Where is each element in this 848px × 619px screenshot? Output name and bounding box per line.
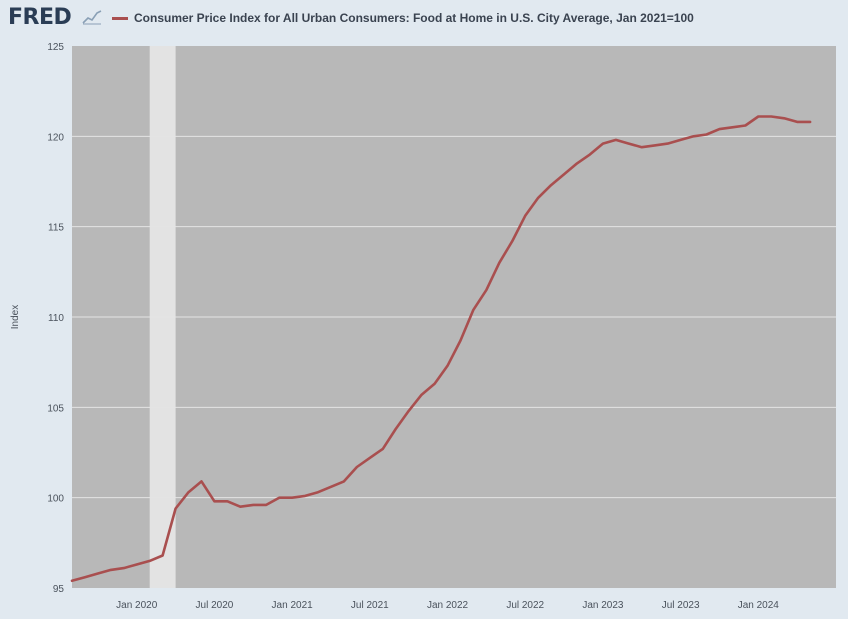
data-point[interactable] xyxy=(367,455,373,461)
data-point[interactable] xyxy=(807,119,813,125)
y-tick-label: 100 xyxy=(47,494,64,505)
data-point[interactable] xyxy=(574,160,580,166)
data-point[interactable] xyxy=(250,502,256,508)
data-point[interactable] xyxy=(328,484,334,490)
data-point[interactable] xyxy=(665,141,671,147)
data-point[interactable] xyxy=(483,287,489,293)
fred-logo[interactable]: FRED xyxy=(8,5,72,30)
x-tick-label: Jan 2024 xyxy=(738,600,780,611)
legend-swatch xyxy=(112,16,128,20)
data-point[interactable] xyxy=(276,495,282,501)
data-point[interactable] xyxy=(794,119,800,125)
series-line[interactable] xyxy=(70,115,812,583)
chart-legend[interactable]: Consumer Price Index for All Urban Consu… xyxy=(112,11,694,25)
data-point[interactable] xyxy=(457,337,463,343)
x-tick-label: Jan 2020 xyxy=(116,600,158,611)
data-point[interactable] xyxy=(302,493,308,499)
data-point[interactable] xyxy=(211,498,217,504)
data-point[interactable] xyxy=(198,478,204,484)
data-point[interactable] xyxy=(82,574,88,580)
data-point[interactable] xyxy=(69,578,75,584)
data-point[interactable] xyxy=(548,182,554,188)
y-tick-label: 115 xyxy=(48,223,64,234)
data-point[interactable] xyxy=(380,446,386,452)
data-point[interactable] xyxy=(691,133,697,139)
data-point[interactable] xyxy=(289,495,295,501)
data-point[interactable] xyxy=(470,307,476,313)
data-point[interactable] xyxy=(742,122,748,128)
data-point[interactable] xyxy=(419,392,425,398)
chart-header: FRED Consumer Price Index for All Urban … xyxy=(0,0,848,36)
data-point[interactable] xyxy=(160,552,166,558)
data-point[interactable] xyxy=(587,151,593,157)
x-tick-label: Jan 2023 xyxy=(582,600,624,611)
data-point[interactable] xyxy=(729,124,735,130)
data-point[interactable] xyxy=(639,144,645,150)
x-tick-label: Jan 2022 xyxy=(427,600,469,611)
y-tick-label: 105 xyxy=(47,403,64,414)
data-point[interactable] xyxy=(134,562,140,568)
legend-label: Consumer Price Index for All Urban Consu… xyxy=(134,11,694,25)
data-point[interactable] xyxy=(600,141,606,147)
data-point[interactable] xyxy=(768,113,774,119)
data-point[interactable] xyxy=(173,506,179,512)
x-tick-label: Jul 2021 xyxy=(351,600,389,611)
data-point[interactable] xyxy=(561,171,567,177)
data-point[interactable] xyxy=(522,213,528,219)
data-point[interactable] xyxy=(704,132,710,138)
data-point[interactable] xyxy=(509,238,515,244)
y-axis-label: Index xyxy=(10,305,21,329)
data-point[interactable] xyxy=(755,113,761,119)
data-point[interactable] xyxy=(95,571,101,577)
data-point[interactable] xyxy=(108,567,114,573)
data-point[interactable] xyxy=(224,498,230,504)
y-tick-label: 95 xyxy=(53,584,65,595)
data-point[interactable] xyxy=(393,426,399,432)
data-point[interactable] xyxy=(535,195,541,201)
chart-line-icon xyxy=(82,10,102,25)
data-point[interactable] xyxy=(186,489,192,495)
x-tick-label: Jul 2022 xyxy=(506,600,544,611)
data-point[interactable] xyxy=(445,363,451,369)
data-point[interactable] xyxy=(121,565,127,571)
data-point[interactable] xyxy=(496,260,502,266)
data-point[interactable] xyxy=(406,408,412,414)
data-point[interactable] xyxy=(678,137,684,143)
data-point[interactable] xyxy=(147,558,153,564)
data-point[interactable] xyxy=(626,141,632,147)
y-tick-label: 120 xyxy=(47,132,64,143)
data-point[interactable] xyxy=(781,115,787,121)
y-tick-label: 125 xyxy=(47,42,64,53)
data-point[interactable] xyxy=(341,478,347,484)
x-tick-label: Jul 2023 xyxy=(662,600,700,611)
x-tick-label: Jan 2021 xyxy=(272,600,314,611)
data-point[interactable] xyxy=(263,502,269,508)
x-tick-label: Jul 2020 xyxy=(196,600,234,611)
data-point[interactable] xyxy=(652,142,658,148)
data-point[interactable] xyxy=(237,504,243,510)
data-point[interactable] xyxy=(315,489,321,495)
y-tick-label: 110 xyxy=(48,313,64,324)
data-point[interactable] xyxy=(716,126,722,132)
data-point[interactable] xyxy=(613,137,619,143)
data-point[interactable] xyxy=(432,381,438,387)
data-point[interactable] xyxy=(354,464,360,470)
